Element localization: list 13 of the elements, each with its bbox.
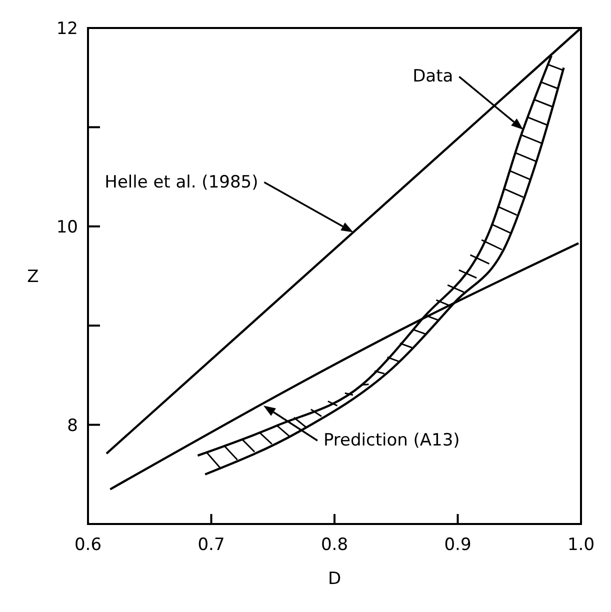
y-tick-label: 10 [56,217,78,238]
annotation: Prediction (A13) [323,430,460,451]
x-tick-label: 0.6 [74,535,102,555]
x-tick-label: 0.9 [444,535,472,555]
y-tick-label: 8 [67,416,78,436]
annotation: Data [412,66,454,87]
y-tick-label: 12 [56,18,78,39]
x-tick-label: 0.7 [198,535,225,555]
y-axis-title: Z [27,266,39,287]
x-tick-label: 0.8 [320,535,348,555]
x-tick-label: 1.0 [567,535,595,555]
x-axis-title: D [328,569,342,589]
annotation: Helle et al. (1985) [104,172,258,192]
